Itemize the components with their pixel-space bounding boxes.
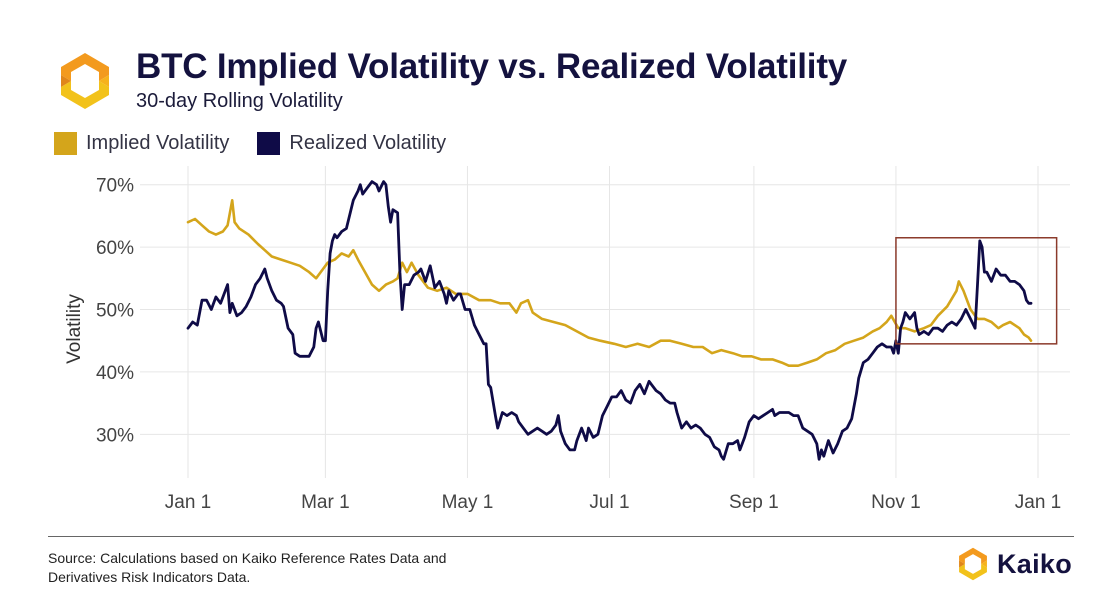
logo-shape-top — [61, 53, 109, 81]
series-layer — [186, 180, 1033, 461]
legend-swatch-implied — [54, 132, 77, 155]
source-note: Source: Calculations based on Kaiko Refe… — [48, 550, 447, 585]
x-tick-label: Nov 1 — [871, 492, 921, 513]
x-tick-label: Jan 1 — [165, 492, 211, 513]
kaiko-logo-icon — [61, 53, 109, 109]
chart-title: BTC Implied Volatility vs. Realized Vola… — [136, 47, 848, 86]
y-tick-label: 30% — [96, 425, 134, 446]
legend: Implied Volatility Realized Volatility — [54, 132, 474, 155]
x-tick-label: Mar 1 — [301, 492, 350, 513]
y-tick-label: 70% — [96, 176, 134, 197]
highlight-layer — [895, 237, 1058, 345]
legend-label-implied: Implied Volatility — [86, 132, 230, 154]
legend-swatch-realized — [257, 132, 281, 155]
legend-item-realized[interactable]: Realized Volatility — [257, 132, 446, 155]
y-tick-label: 40% — [96, 363, 134, 384]
x-tick-label: May 1 — [442, 492, 494, 513]
brand-name: Kaiko — [997, 548, 1073, 579]
axis-layer: 30% 40% 50% 60% 70% Jan 1 Mar 1 May 1 Jul 1 Sep 1… — [96, 176, 1061, 513]
logo-shape-right — [99, 75, 109, 87]
highlight-box — [895, 237, 1058, 345]
x-tick-label: Jan 1 — [1015, 492, 1061, 513]
y-tick-label: 60% — [96, 238, 134, 259]
legend-item-implied[interactable]: Implied Volatility — [54, 132, 229, 155]
volatility-chart: 30% 40% 50% 60% 70% Jan 1 Mar 1 May 1 Jul 1 Sep 1… — [64, 166, 1070, 513]
x-tick-label: Jul 1 — [589, 492, 629, 513]
implied-volatility-line — [186, 199, 1033, 367]
logo-shape-bottom — [61, 81, 109, 109]
kaiko-brand-icon — [959, 547, 987, 581]
y-tick-label: 50% — [96, 301, 134, 322]
realized-volatility-line — [186, 180, 1033, 461]
grid-layer — [140, 166, 1070, 478]
footer-divider — [48, 536, 1074, 537]
x-tick-label: Sep 1 — [729, 492, 779, 513]
brand-logo: Kaiko — [955, 546, 1072, 582]
chart-subtitle: 30-day Rolling Volatility — [136, 90, 343, 112]
logo-shape-left — [61, 75, 71, 87]
y-axis-label: Volatility — [64, 294, 85, 364]
legend-label-realized: Realized Volatility — [289, 132, 447, 154]
